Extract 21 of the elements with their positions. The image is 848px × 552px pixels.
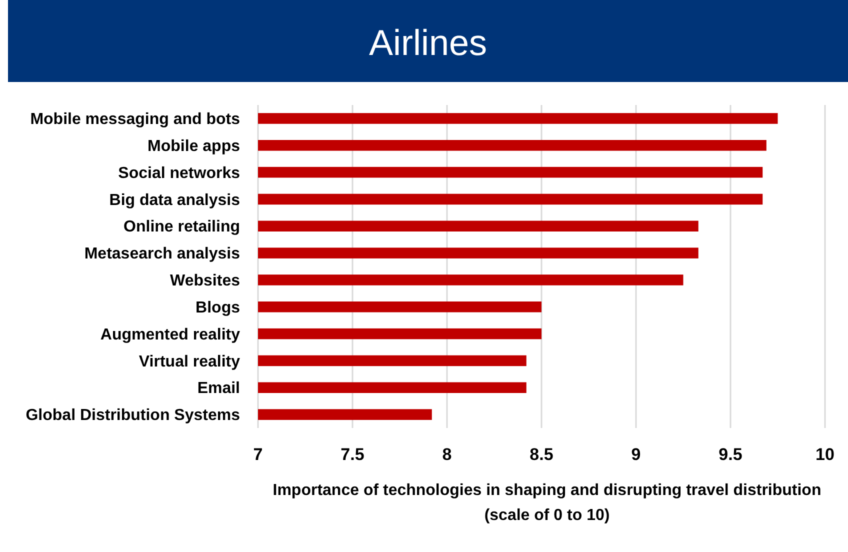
y-tick-label: Online retailing [124,218,240,236]
y-tick-label: Global Distribution Systems [26,407,240,424]
y-tick-label: Augmented reality [100,326,240,344]
chart-title: Airlines [368,22,488,63]
y-tick-label: Metasearch analysis [84,246,240,263]
y-tick-label: Social networks [118,164,240,182]
x-tick-label: 7 [253,445,263,464]
y-tick-label: Websites [170,272,240,290]
y-tick-label: Big data analysis [109,192,240,209]
x-axis-title: Importance of technologies in shaping and disrupting travel distribution (scale of 0 to 10) [272,482,822,524]
x-tick-label: 10 [816,445,834,464]
x-tick-label: 8.5 [530,445,554,464]
y-tick-label: Blogs [196,299,240,316]
y-tick-label: Email [197,380,240,398]
y-tick-label: Mobile apps [148,138,240,155]
x-tick-label: 7.5 [340,445,364,464]
x-tick-label: 9 [631,445,641,464]
y-tick-label: Virtual reality [138,353,240,370]
x-tick-label: 8 [442,445,452,464]
x-tick-label: 9.5 [718,445,742,464]
y-tick-label: Mobile messaging and bots [30,111,240,128]
